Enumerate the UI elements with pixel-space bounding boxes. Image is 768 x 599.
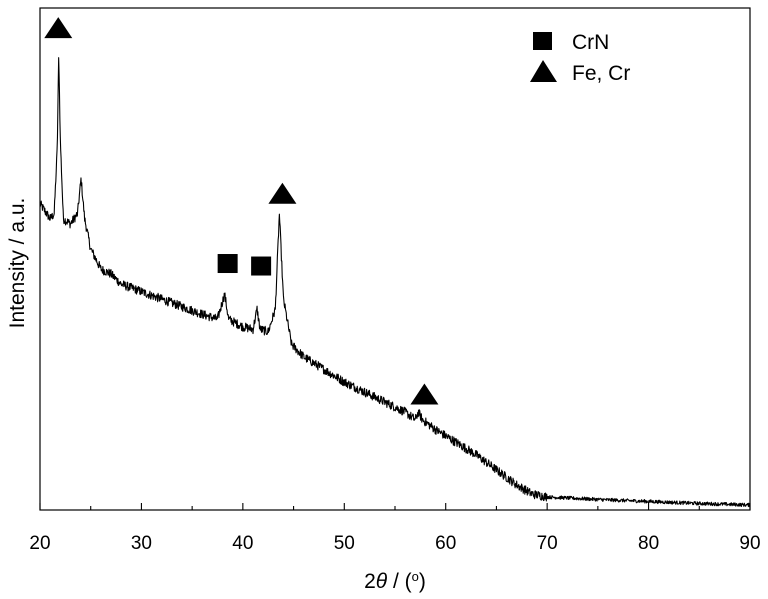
- x-axis-title-unit-close: ): [419, 570, 426, 593]
- series-line-intensity: [39, 57, 751, 508]
- x-tick-label-80: 80: [638, 533, 659, 554]
- legend-label-crn: CrN: [572, 31, 609, 54]
- x-axis-ticks: [39, 503, 751, 510]
- legend-label-fe-cr: Fe, Cr: [572, 62, 630, 85]
- plot-frame: [39, 7, 751, 511]
- peak-marker-square-1: [217, 254, 238, 274]
- x-tick-label-90: 90: [739, 533, 760, 554]
- peak-marker-triangle-3: [268, 182, 297, 204]
- x-axis-title-unit-open: / (: [387, 570, 412, 593]
- y-axis-title: Intensity / a.u.: [6, 198, 29, 329]
- x-tick-label-30: 30: [131, 533, 152, 554]
- x-axis-title-prefix: 2: [364, 570, 376, 593]
- x-tick-label-40: 40: [232, 533, 253, 554]
- x-tick-label-60: 60: [435, 533, 456, 554]
- peak-markers: [44, 17, 439, 405]
- legend: CrN Fe, Cr: [530, 31, 630, 85]
- peak-marker-square-2: [251, 256, 272, 276]
- x-axis-tick-labels: 20 30 40 50 60 70 80 90: [29, 533, 760, 554]
- x-tick-label-50: 50: [334, 533, 355, 554]
- x-axis-title: 2θ / (o): [364, 569, 426, 594]
- peak-marker-triangle-4: [410, 383, 439, 405]
- legend-square-marker: [533, 32, 552, 50]
- x-tick-label-20: 20: [29, 533, 50, 554]
- x-axis-title-degree: o: [412, 569, 419, 584]
- x-axis-title-theta: θ: [376, 570, 388, 593]
- legend-triangle-marker: [530, 60, 557, 82]
- peak-marker-triangle-0: [44, 17, 73, 39]
- x-tick-label-70: 70: [537, 533, 558, 554]
